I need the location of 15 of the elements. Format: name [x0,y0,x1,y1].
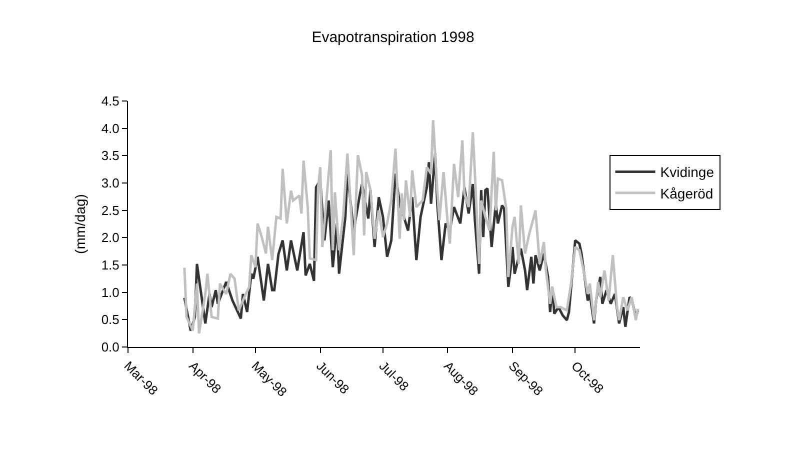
y-tick-label: 1.5 [101,258,120,273]
y-tick-label: 2.5 [101,202,120,218]
y-tick-label: 3.5 [101,148,120,164]
y-tick-label: 4.0 [101,120,120,136]
y-tick-label: 0.0 [101,340,120,355]
legend-label: Kågeröd [660,185,714,202]
y-tick-label: 0.5 [101,312,120,328]
y-tick-label: 1.0 [101,284,120,300]
y-axis-title: (mm/dag) [72,194,88,254]
y-tick-label: 3.0 [101,176,120,191]
y-tick-label: 4.5 [101,94,120,109]
line-series [183,118,640,335]
legend-label: Kvidinge [660,164,714,180]
y-tick-label: 2.0 [101,230,120,246]
chart-title: Evapotranspiration 1998 [312,29,474,46]
